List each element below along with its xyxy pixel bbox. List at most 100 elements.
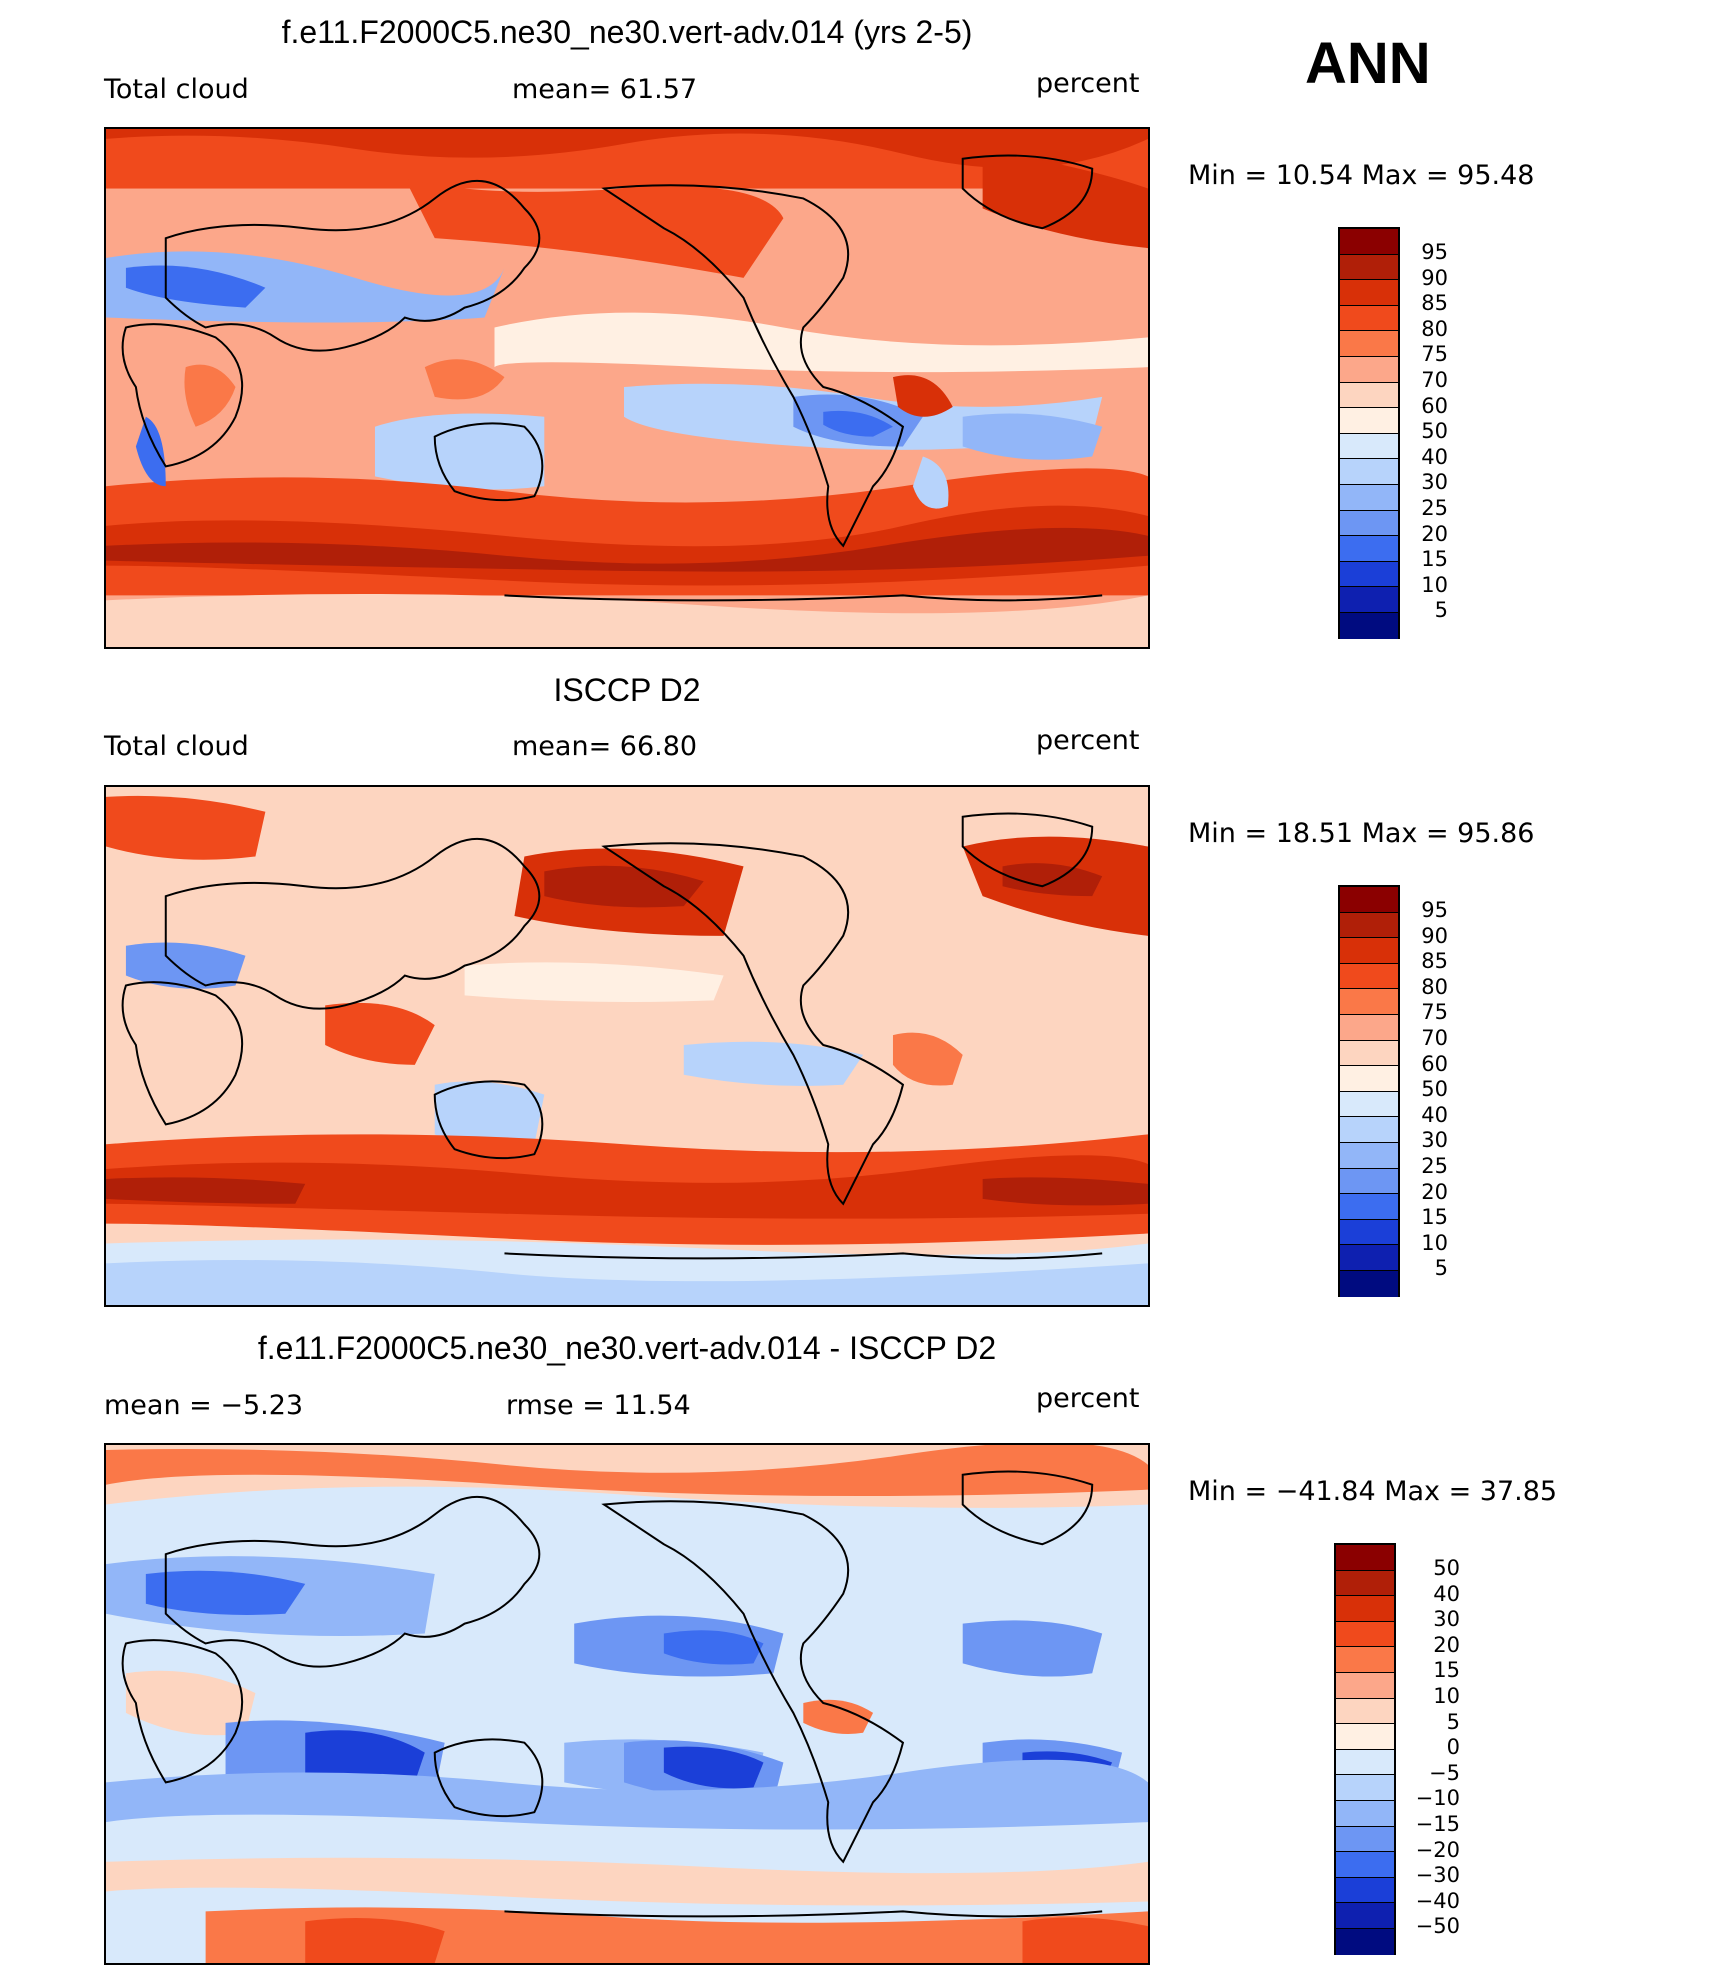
- panel-3-colorbar-labels: 50 40 30 20 15 10 5 0 −5 −10 −15 −20 −30…: [1404, 1556, 1460, 1940]
- panel-2-title: ISCCP D2: [553, 672, 701, 708]
- colorbar-label: 5: [1434, 598, 1448, 623]
- colorbar-swatch: [1340, 1194, 1398, 1220]
- colorbar-label: 30: [1421, 470, 1448, 495]
- colorbar-swatch: [1340, 612, 1398, 639]
- panel-1-colorbar-labels: 95 90 85 80 75 70 60 50 40 30 25 20 15 1…: [1408, 240, 1448, 624]
- colorbar-swatch: [1340, 1040, 1398, 1067]
- colorbar-label: 25: [1421, 495, 1448, 520]
- panel-3-rmse: rmse = 11.54: [506, 1390, 691, 1421]
- colorbar-swatch: [1336, 1877, 1394, 1904]
- panel-2-contour-field: [106, 787, 1148, 1305]
- colorbar-label: −50: [1415, 1914, 1460, 1939]
- colorbar-label: 10: [1421, 1230, 1448, 1255]
- colorbar-label: −40: [1415, 1888, 1460, 1913]
- colorbar-swatch: [1340, 459, 1398, 485]
- colorbar-label: 60: [1421, 1051, 1448, 1076]
- colorbar-label: 20: [1433, 1632, 1460, 1657]
- colorbar-swatch: [1340, 1014, 1398, 1041]
- colorbar-swatch: [1340, 433, 1398, 460]
- colorbar-swatch: [1336, 1775, 1394, 1801]
- colorbar-label: 50: [1433, 1556, 1460, 1580]
- colorbar-swatch: [1336, 1698, 1394, 1725]
- colorbar-swatch: [1336, 1596, 1394, 1622]
- colorbar-label: 10: [1421, 572, 1448, 597]
- colorbar-label: 60: [1421, 393, 1448, 418]
- colorbar-label: 90: [1421, 265, 1448, 290]
- panel-1-contour-field: [106, 129, 1148, 647]
- colorbar-swatch: [1340, 254, 1398, 281]
- colorbar-swatch: [1340, 1245, 1398, 1271]
- colorbar-label: 30: [1421, 1128, 1448, 1153]
- colorbar-label: 75: [1421, 1000, 1448, 1025]
- panel-2-units: percent: [1036, 725, 1140, 756]
- panel-1-title: f.e11.F2000C5.ne30_ne30.vert-adv.014 (yr…: [281, 14, 973, 50]
- colorbar-label: 90: [1421, 923, 1448, 948]
- colorbar-swatch: [1336, 1928, 1394, 1955]
- colorbar-label: 50: [1421, 1077, 1448, 1102]
- colorbar-swatch: [1336, 1800, 1394, 1827]
- colorbar-swatch: [1340, 938, 1398, 964]
- colorbar-swatch: [1340, 229, 1398, 255]
- colorbar-label: 15: [1421, 547, 1448, 572]
- colorbar-swatch: [1340, 484, 1398, 511]
- panel-2-mean: mean= 66.80: [512, 731, 698, 762]
- colorbar-swatch: [1340, 305, 1398, 332]
- panel-3-units: percent: [1036, 1383, 1140, 1414]
- colorbar-label: −20: [1415, 1837, 1460, 1862]
- colorbar-swatch: [1340, 510, 1398, 537]
- colorbar-label: 70: [1421, 367, 1448, 392]
- colorbar-label: 15: [1433, 1658, 1460, 1683]
- colorbar-swatch: [1340, 989, 1398, 1015]
- colorbar-label: 0: [1446, 1735, 1460, 1760]
- colorbar-swatch: [1336, 1852, 1394, 1878]
- colorbar-label: 50: [1421, 419, 1448, 444]
- panel-2-map: [104, 785, 1150, 1307]
- colorbar-label: 10: [1433, 1683, 1460, 1708]
- colorbar-label: −10: [1415, 1786, 1460, 1811]
- colorbar-swatch: [1340, 1168, 1398, 1195]
- colorbar-swatch: [1340, 587, 1398, 613]
- colorbar-swatch: [1336, 1672, 1394, 1699]
- panel-3-title: f.e11.F2000C5.ne30_ne30.vert-adv.014 - I…: [257, 1330, 997, 1366]
- colorbar-swatch: [1336, 1724, 1394, 1750]
- colorbar-swatch: [1340, 887, 1398, 913]
- colorbar-label: 40: [1421, 1102, 1448, 1127]
- colorbar-swatch: [1336, 1903, 1394, 1929]
- colorbar-swatch: [1340, 331, 1398, 357]
- colorbar-swatch: [1336, 1545, 1394, 1571]
- colorbar-swatch: [1336, 1749, 1394, 1776]
- panel-3-colorbar: [1334, 1543, 1396, 1955]
- panel-2-minmax: Min = 18.51 Max = 95.86: [1188, 818, 1535, 849]
- panel-1-variable: Total cloud: [104, 74, 249, 105]
- colorbar-swatch: [1340, 280, 1398, 306]
- colorbar-label: 25: [1421, 1153, 1448, 1178]
- colorbar-label: 20: [1421, 1179, 1448, 1204]
- colorbar-swatch: [1336, 1826, 1394, 1853]
- panel-1-units: percent: [1036, 68, 1140, 99]
- colorbar-label: 95: [1421, 898, 1448, 922]
- colorbar-label: 20: [1421, 521, 1448, 546]
- colorbar-label: −30: [1415, 1863, 1460, 1888]
- panel-1-minmax: Min = 10.54 Max = 95.48: [1188, 160, 1535, 191]
- colorbar-swatch: [1340, 408, 1398, 434]
- colorbar-label: 95: [1421, 240, 1448, 264]
- colorbar-label: 70: [1421, 1025, 1448, 1050]
- colorbar-swatch: [1340, 1142, 1398, 1169]
- colorbar-label: 85: [1421, 949, 1448, 974]
- colorbar-label: 30: [1433, 1607, 1460, 1632]
- colorbar-swatch: [1336, 1570, 1394, 1597]
- colorbar-label: −15: [1415, 1811, 1460, 1836]
- panel-3-mean: mean = −5.23: [104, 1390, 304, 1421]
- colorbar-swatch: [1340, 356, 1398, 383]
- colorbar-label: 5: [1434, 1256, 1448, 1281]
- panel-2-colorbar: [1338, 885, 1400, 1297]
- colorbar-swatch: [1336, 1621, 1394, 1648]
- colorbar-label: 40: [1433, 1581, 1460, 1606]
- colorbar-label: 75: [1421, 342, 1448, 367]
- colorbar-swatch: [1340, 1270, 1398, 1297]
- panel-1-colorbar: [1338, 227, 1400, 639]
- colorbar-label: 15: [1421, 1205, 1448, 1230]
- colorbar-swatch: [1340, 1219, 1398, 1246]
- season-label: ANN: [1305, 31, 1431, 96]
- panel-3-contour-field: [106, 1445, 1148, 1963]
